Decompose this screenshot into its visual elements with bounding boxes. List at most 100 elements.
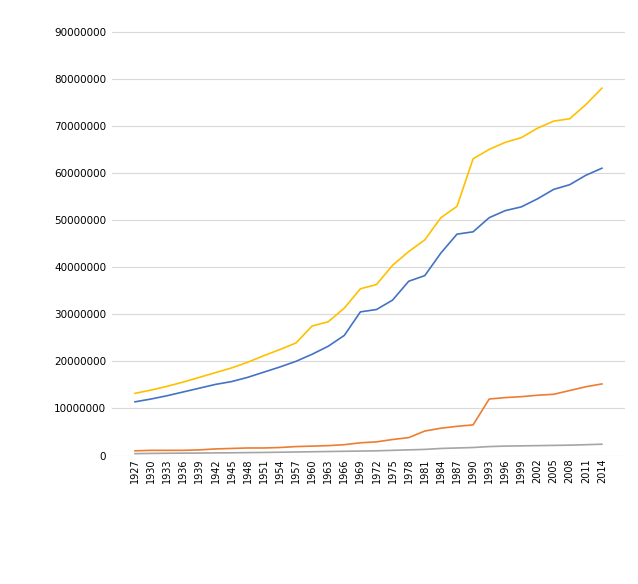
TÜRKLER: [405, 278, 413, 285]
TÜRKLER: [260, 369, 267, 376]
KÜRTLER: [163, 447, 171, 454]
KÜRTLER: [533, 392, 541, 399]
TOPLAM: [228, 364, 235, 371]
DİĞERLERİ: [373, 447, 380, 454]
TOPLAM: [566, 115, 574, 122]
KÜRTLER: [582, 383, 590, 390]
KÜRTLER: [373, 439, 380, 446]
DİĞERLERİ: [421, 446, 429, 453]
DİĞERLERİ: [324, 448, 332, 455]
TÜRKLER: [389, 297, 396, 304]
TÜRKLER: [501, 207, 509, 214]
KÜRTLER: [147, 447, 155, 454]
DİĞERLERİ: [389, 447, 396, 454]
TÜRKLER: [357, 308, 364, 315]
DİĞERLERİ: [405, 446, 413, 453]
TÜRKLER: [517, 203, 525, 210]
KÜRTLER: [341, 441, 348, 448]
TOPLAM: [147, 387, 155, 394]
TÜRKLER: [470, 228, 477, 235]
Line: KÜRTLER: KÜRTLER: [135, 384, 602, 451]
DİĞERLERİ: [228, 449, 235, 456]
TOPLAM: [389, 262, 396, 269]
TOPLAM: [517, 134, 525, 141]
DİĞERLERİ: [244, 449, 251, 456]
KÜRTLER: [308, 443, 316, 450]
KÜRTLER: [453, 423, 461, 430]
TOPLAM: [308, 322, 316, 329]
DİĞERLERİ: [550, 442, 558, 449]
TÜRKLER: [212, 381, 219, 388]
KÜRTLER: [292, 443, 300, 450]
KÜRTLER: [566, 387, 574, 394]
DİĞERLERİ: [533, 442, 541, 449]
TOPLAM: [276, 346, 284, 353]
KÜRTLER: [405, 434, 413, 441]
KÜRTLER: [470, 422, 477, 429]
TÜRKLER: [421, 272, 429, 279]
KÜRTLER: [357, 439, 364, 446]
KÜRTLER: [421, 427, 429, 434]
TOPLAM: [357, 286, 364, 293]
KÜRTLER: [196, 446, 204, 453]
KÜRTLER: [324, 442, 332, 449]
DİĞERLERİ: [212, 449, 219, 456]
DİĞERLERİ: [341, 448, 348, 455]
DİĞERLERİ: [163, 450, 171, 457]
DİĞERLERİ: [131, 450, 139, 457]
TOPLAM: [373, 281, 380, 288]
DİĞERLERİ: [357, 447, 364, 454]
DİĞERLERİ: [196, 450, 204, 457]
DİĞERLERİ: [566, 442, 574, 449]
DİĞERLERİ: [179, 450, 187, 457]
DİĞERLERİ: [517, 442, 525, 449]
KÜRTLER: [212, 446, 219, 453]
Line: TÜRKLER: TÜRKLER: [135, 168, 602, 402]
TÜRKLER: [341, 332, 348, 339]
TOPLAM: [437, 214, 445, 221]
TOPLAM: [582, 101, 590, 108]
TOPLAM: [486, 146, 493, 153]
TOPLAM: [163, 383, 171, 390]
TÜRKLER: [486, 214, 493, 221]
TOPLAM: [470, 155, 477, 162]
DİĞERLERİ: [598, 441, 605, 448]
TOPLAM: [260, 352, 267, 359]
KÜRTLER: [437, 425, 445, 432]
TOPLAM: [421, 237, 429, 244]
DİĞERLERİ: [276, 449, 284, 456]
TÜRKLER: [566, 181, 574, 188]
DİĞERLERİ: [308, 449, 316, 456]
DİĞERLERİ: [453, 444, 461, 451]
DİĞERLERİ: [437, 445, 445, 452]
TÜRKLER: [196, 385, 204, 392]
KÜRTLER: [276, 444, 284, 451]
KÜRTLER: [244, 444, 251, 451]
DİĞERLERİ: [501, 443, 509, 450]
TÜRKLER: [324, 343, 332, 350]
KÜRTLER: [179, 447, 187, 454]
TÜRKLER: [437, 249, 445, 256]
KÜRTLER: [501, 394, 509, 401]
TOPLAM: [196, 374, 204, 381]
TOPLAM: [550, 117, 558, 124]
TOPLAM: [212, 369, 219, 376]
KÜRTLER: [486, 395, 493, 402]
DİĞERLERİ: [582, 441, 590, 448]
TÜRKLER: [163, 392, 171, 399]
TÜRKLER: [131, 398, 139, 405]
TÜRKLER: [147, 395, 155, 402]
KÜRTLER: [131, 447, 139, 454]
TOPLAM: [501, 139, 509, 146]
KÜRTLER: [517, 393, 525, 400]
TÜRKLER: [228, 378, 235, 385]
TÜRKLER: [550, 186, 558, 193]
TÜRKLER: [453, 231, 461, 238]
TÜRKLER: [179, 388, 187, 395]
KÜRTLER: [550, 391, 558, 398]
TOPLAM: [324, 318, 332, 325]
DİĞERLERİ: [486, 443, 493, 450]
TÜRKLER: [244, 374, 251, 381]
TOPLAM: [244, 359, 251, 366]
TOPLAM: [453, 203, 461, 210]
